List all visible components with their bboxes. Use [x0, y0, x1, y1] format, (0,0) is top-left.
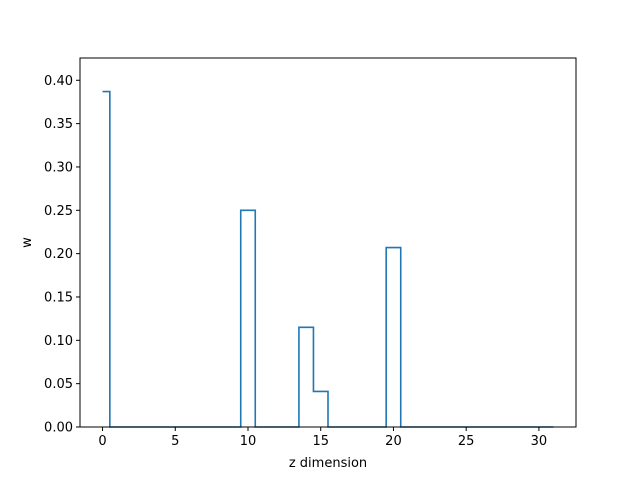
- y-tick-label: 0.20: [44, 247, 73, 262]
- x-tick-label: 0: [98, 434, 106, 449]
- y-tick-label: 0.00: [44, 421, 73, 436]
- x-tick-label: 15: [312, 434, 329, 449]
- axes-frame: [79, 57, 577, 428]
- y-tick-label: 0.25: [44, 204, 73, 219]
- x-tick-label: 20: [385, 434, 402, 449]
- x-tick-label: 30: [531, 434, 548, 449]
- axis-ticks: 0 5 10 15 20 25 30 0.00 0.05 0.10 0.15 0.20 0.25 0.30…: [44, 74, 547, 449]
- y-tick-label: 0.40: [44, 74, 73, 89]
- y-tick-label: 0.10: [44, 334, 73, 349]
- x-axis-label: z dimension: [289, 456, 367, 471]
- x-tick-label: 5: [171, 434, 179, 449]
- x-tick-label: 25: [458, 434, 475, 449]
- y-tick-label: 0.15: [44, 290, 73, 305]
- y-tick-label: 0.05: [44, 377, 73, 392]
- y-axis-label: w: [20, 237, 35, 248]
- y-tick-label: 0.30: [44, 160, 73, 175]
- y-tick-label: 0.35: [44, 117, 73, 132]
- x-tick-label: 10: [240, 434, 257, 449]
